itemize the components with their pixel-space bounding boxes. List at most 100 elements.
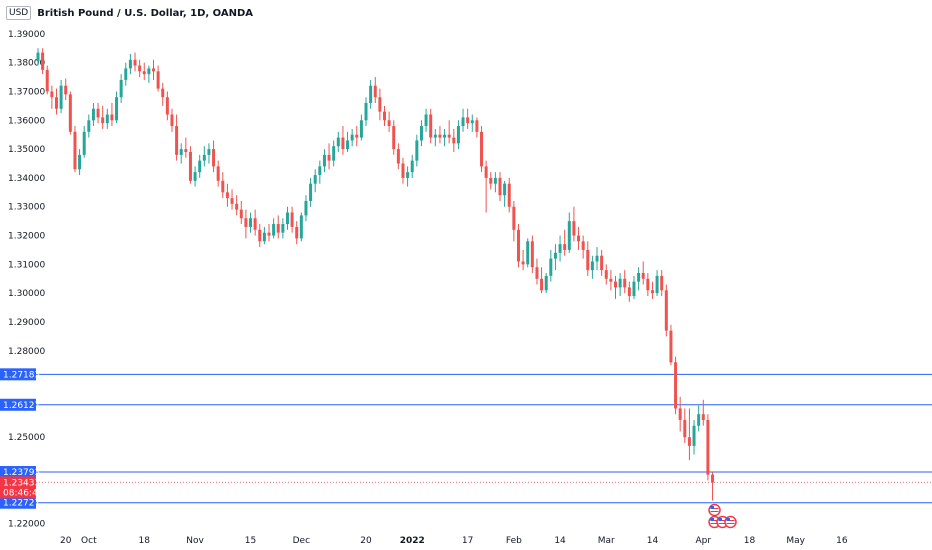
candle-body[interactable] xyxy=(262,232,266,242)
candle-body[interactable] xyxy=(221,180,225,193)
candle-body[interactable] xyxy=(193,172,197,181)
candle-body[interactable] xyxy=(258,229,262,242)
candle-body[interactable] xyxy=(198,160,202,173)
candle-body[interactable] xyxy=(327,154,331,161)
candle-body[interactable] xyxy=(484,166,488,178)
candle-body[interactable] xyxy=(142,71,146,75)
candle-body[interactable] xyxy=(184,149,188,152)
candle-body[interactable] xyxy=(604,270,608,279)
candle-body[interactable] xyxy=(438,134,442,138)
candle-body[interactable] xyxy=(147,68,151,75)
candle-body[interactable] xyxy=(452,137,456,144)
candle-body[interactable] xyxy=(632,281,636,297)
candle-body[interactable] xyxy=(336,137,340,147)
candle-body[interactable] xyxy=(161,88,165,98)
candle-body[interactable] xyxy=(577,235,581,242)
candle-body[interactable] xyxy=(36,52,40,62)
candle-body[interactable] xyxy=(82,131,86,155)
candle-body[interactable] xyxy=(239,209,243,219)
candle-body[interactable] xyxy=(535,267,539,279)
candle-body[interactable] xyxy=(322,154,326,167)
candle-body[interactable] xyxy=(359,120,363,138)
candle-body[interactable] xyxy=(637,273,641,282)
candle-body[interactable] xyxy=(433,134,437,138)
candle-body[interactable] xyxy=(595,255,599,262)
candle-body[interactable] xyxy=(692,425,696,446)
candle-body[interactable] xyxy=(553,252,557,259)
candle-body[interactable] xyxy=(563,244,567,250)
candle-body[interactable] xyxy=(68,94,72,132)
candle-body[interactable] xyxy=(341,137,345,150)
candle-body[interactable] xyxy=(133,59,137,66)
candle-body[interactable] xyxy=(281,224,285,233)
candle-body[interactable] xyxy=(503,183,507,196)
candle-body[interactable] xyxy=(318,166,322,176)
candle-body[interactable] xyxy=(470,120,474,124)
candle-body[interactable] xyxy=(230,198,234,204)
candle-body[interactable] xyxy=(244,218,248,227)
candle-body[interactable] xyxy=(650,290,654,294)
candle-body[interactable] xyxy=(276,224,280,233)
candle-body[interactable] xyxy=(678,408,682,420)
candle-body[interactable] xyxy=(96,108,100,118)
candle-body[interactable] xyxy=(309,183,313,201)
candle-body[interactable] xyxy=(507,183,511,207)
candle-body[interactable] xyxy=(618,278,622,288)
candle-body[interactable] xyxy=(152,68,155,72)
candle-body[interactable] xyxy=(475,120,479,132)
candle-body[interactable] xyxy=(41,52,45,70)
candle-body[interactable] xyxy=(295,226,299,239)
candle-body[interactable] xyxy=(350,134,354,141)
candle-body[interactable] xyxy=(447,134,451,138)
candle-body[interactable] xyxy=(697,414,701,426)
candle-body[interactable] xyxy=(443,134,447,138)
candle-body[interactable] xyxy=(170,114,174,127)
candle-body[interactable] xyxy=(581,241,585,250)
candle-body[interactable] xyxy=(332,146,336,161)
candle-body[interactable] xyxy=(290,212,294,227)
candle-body[interactable] xyxy=(664,290,668,331)
candle-body[interactable] xyxy=(410,160,414,173)
candle-body[interactable] xyxy=(267,232,271,236)
candle-body[interactable] xyxy=(466,117,470,124)
candle-body[interactable] xyxy=(299,215,303,239)
candle-body[interactable] xyxy=(54,97,58,109)
candle-body[interactable] xyxy=(406,172,410,178)
candle-body[interactable] xyxy=(64,85,68,95)
candle-body[interactable] xyxy=(272,224,276,236)
candle-body[interactable] xyxy=(493,177,497,184)
candle-body[interactable] xyxy=(558,244,562,253)
candle-body[interactable] xyxy=(207,149,211,155)
candle-body[interactable] xyxy=(544,275,548,291)
candle-body[interactable] xyxy=(87,120,91,132)
candle-body[interactable] xyxy=(498,177,502,196)
candle-body[interactable] xyxy=(165,97,169,115)
candle-body[interactable] xyxy=(383,111,386,121)
candle-body[interactable] xyxy=(346,140,350,150)
candle-body[interactable] xyxy=(701,414,705,420)
candle-body[interactable] xyxy=(600,255,604,271)
candle-body[interactable] xyxy=(45,69,49,92)
candle-body[interactable] xyxy=(489,177,493,184)
candle-body[interactable] xyxy=(586,249,590,271)
candle-body[interactable] xyxy=(627,287,631,297)
candle-body[interactable] xyxy=(456,126,460,144)
candle-body[interactable] xyxy=(249,218,253,227)
candle-body[interactable] xyxy=(641,273,645,279)
candle-body[interactable] xyxy=(549,258,553,276)
candle-body[interactable] xyxy=(687,437,691,446)
candle-body[interactable] xyxy=(526,241,530,265)
candle-body[interactable] xyxy=(706,419,710,475)
candle-body[interactable] xyxy=(660,275,664,291)
candle-body[interactable] xyxy=(138,65,142,72)
candle-body[interactable] xyxy=(364,103,368,121)
candle-body[interactable] xyxy=(225,192,229,199)
candle-body[interactable] xyxy=(105,114,109,124)
candle-body[interactable] xyxy=(73,131,77,170)
candle-body[interactable] xyxy=(396,149,400,164)
candle-body[interactable] xyxy=(202,154,206,161)
candle-body[interactable] xyxy=(124,68,128,80)
candle-body[interactable] xyxy=(253,218,257,230)
candle-body[interactable] xyxy=(540,278,544,291)
